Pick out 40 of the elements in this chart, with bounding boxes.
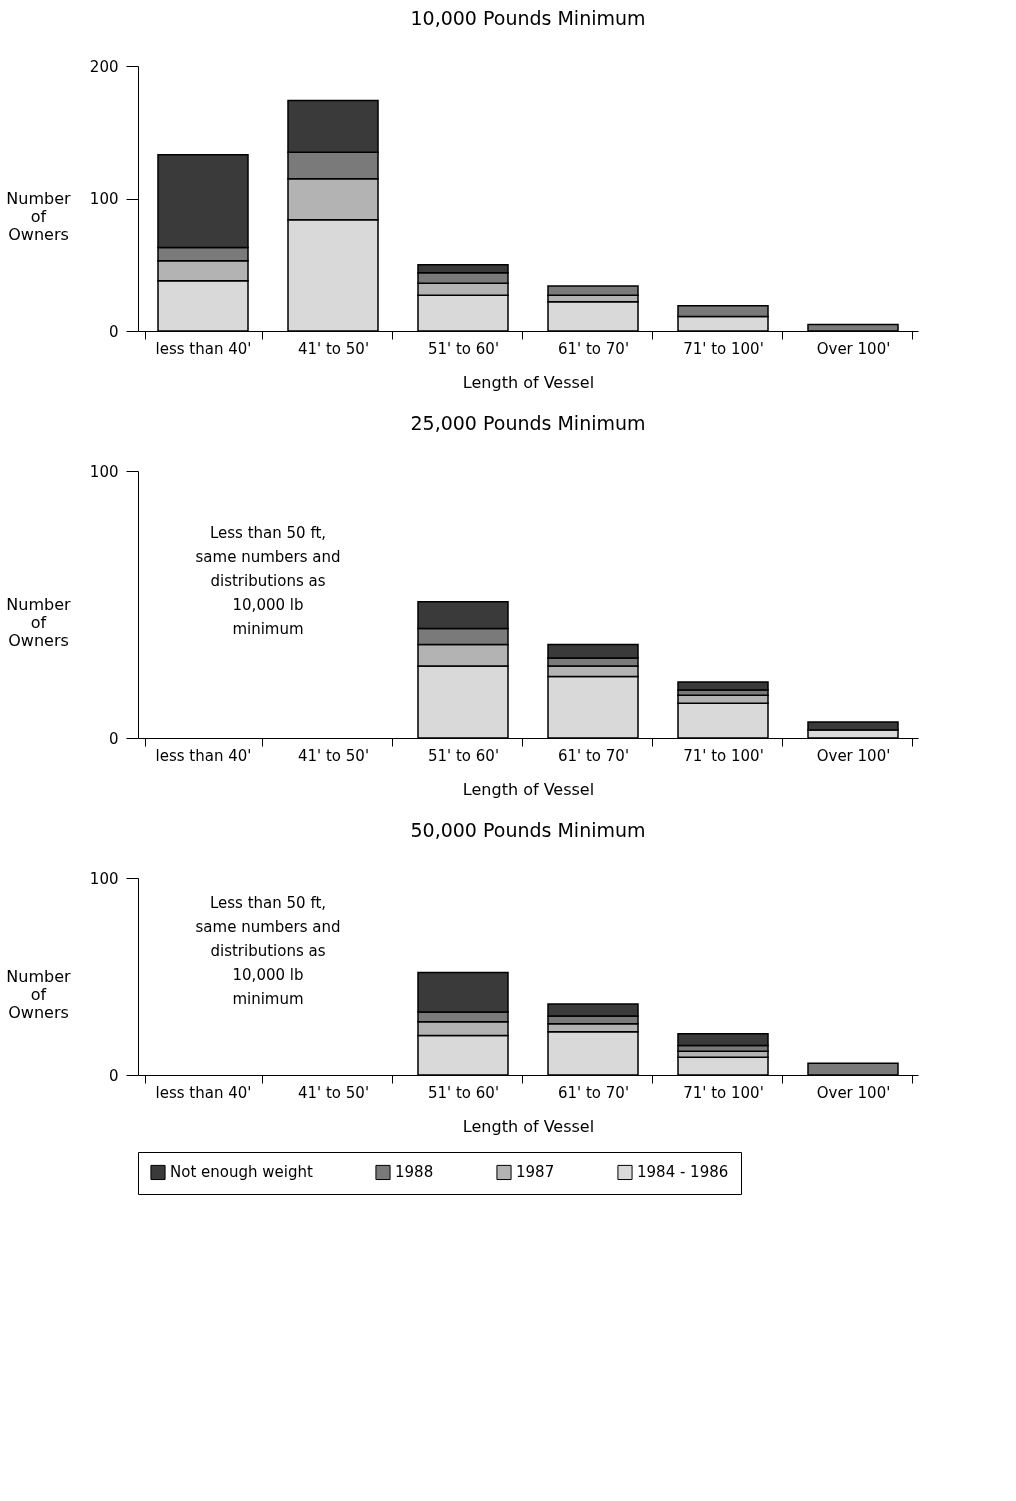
x-tick-label: 41' to 50' — [297, 339, 370, 358]
annotation: Less than 50 ft, same numbers and distributions as 10,000 lb minimum — [195, 894, 341, 1008]
legend-label: 1988 — [395, 1163, 434, 1182]
x-axis-title: Length of Vessel — [462, 779, 595, 799]
x-axis-title: Length of Vessel — [462, 1116, 595, 1136]
x-tick-label: 71' to 100' — [683, 1083, 764, 1102]
y-tick-label: 0 — [108, 729, 119, 748]
chart-title: 10,000 Pounds Minimum — [410, 7, 646, 29]
legend-label: 1984 - 1986 — [637, 1163, 729, 1182]
y-tick-label: 200 — [89, 57, 119, 76]
y-tick-label: 100 — [89, 190, 119, 208]
x-tick-label: 41' to 50' — [297, 1083, 370, 1102]
x-tick-label: less than 40' — [155, 1083, 252, 1102]
x-tick-label: 51' to 60' — [427, 746, 500, 765]
x-tick-label: 61' to 70' — [557, 1083, 630, 1102]
x-tick-label: 51' to 60' — [427, 339, 500, 358]
x-tick-label: 51' to 60' — [427, 1083, 500, 1102]
y-axis-title: Number of Owners — [6, 189, 72, 244]
y-axis-title: Number of Owners — [6, 967, 72, 1022]
x-tick-label: Over 100' — [816, 339, 891, 358]
legend-label: Not enough weight — [170, 1163, 313, 1182]
x-axis-title: Length of Vessel — [462, 372, 595, 392]
annotation: Less than 50 ft, same numbers and distributions as 10,000 lb minimum — [195, 524, 341, 638]
chart-title: 50,000 Pounds Minimum — [410, 819, 646, 841]
chart-title: 25,000 Pounds Minimum — [410, 412, 646, 434]
x-tick-label: 71' to 100' — [683, 746, 764, 765]
legend-label: 1987 — [516, 1163, 555, 1182]
y-tick-label: 0 — [108, 1066, 119, 1085]
y-tick-label: 0 — [108, 322, 119, 341]
x-tick-label: 61' to 70' — [557, 339, 630, 358]
y-tick-label: 100 — [89, 462, 119, 481]
y-tick-label: 100 — [89, 869, 119, 888]
x-tick-label: Over 100' — [816, 1083, 891, 1102]
x-tick-label: less than 40' — [155, 339, 252, 358]
x-tick-label: 71' to 100' — [683, 339, 764, 358]
x-tick-label: 41' to 50' — [297, 746, 370, 765]
x-tick-label: 61' to 70' — [557, 746, 630, 765]
x-tick-label: less than 40' — [155, 746, 252, 765]
x-tick-label: Over 100' — [816, 746, 891, 765]
y-axis-title: Number of Owners — [6, 595, 72, 650]
